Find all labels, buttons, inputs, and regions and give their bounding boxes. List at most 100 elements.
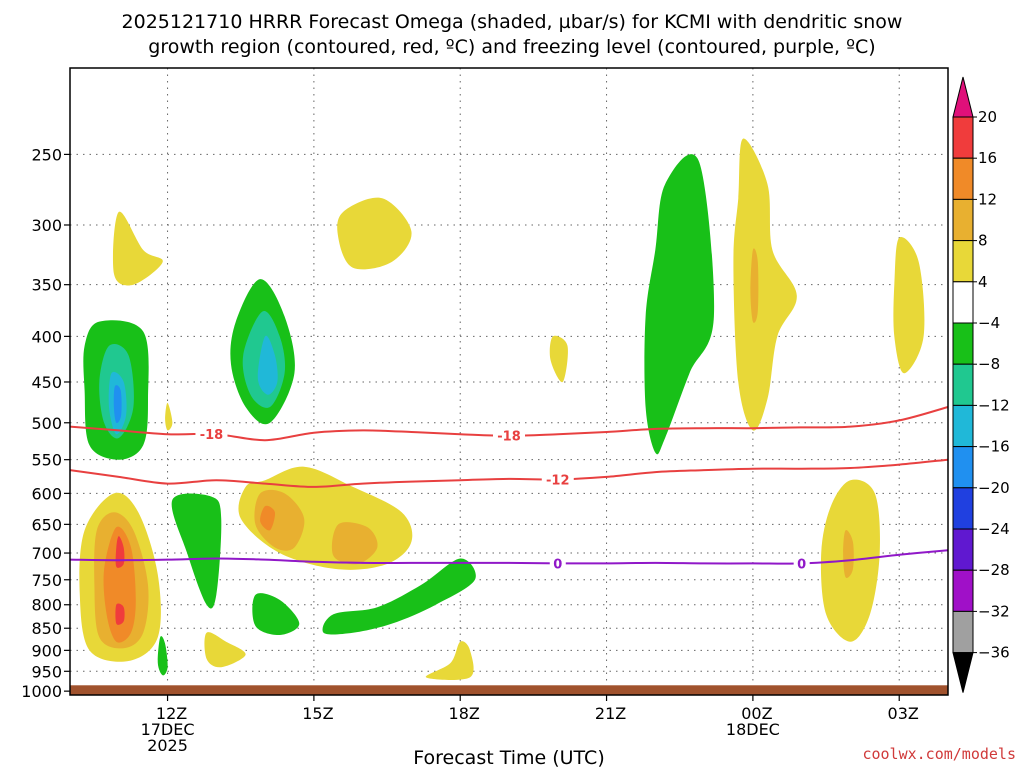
x-tick-date: 18DEC bbox=[726, 720, 780, 739]
x-tick-label: 03Z bbox=[888, 704, 919, 723]
omega-region-sinking-lobe-00z-upper-core bbox=[750, 248, 759, 323]
x-tick-label: 00Z bbox=[741, 704, 772, 723]
chart-title-line-2: growth region (contoured, red, ºC) and f… bbox=[148, 36, 875, 58]
colorbar-swatch bbox=[952, 528, 974, 571]
chart-title-line-1: 2025121710 HRRR Forecast Omega (shaded, … bbox=[122, 11, 903, 33]
omega-shading bbox=[79, 138, 925, 681]
x-tick-label: 15Z bbox=[302, 704, 333, 723]
y-tick-label: 600 bbox=[31, 484, 62, 503]
colorbar-bottom-arrow bbox=[952, 652, 974, 693]
colorbar-top-arrow bbox=[952, 76, 974, 118]
colorbar-swatch bbox=[952, 404, 974, 448]
y-tick-label: 850 bbox=[31, 619, 62, 638]
contour-label-bg bbox=[493, 427, 525, 444]
omega-region-rising-lobe-13z-low bbox=[171, 493, 222, 609]
x-tick-year: 2025 bbox=[147, 736, 188, 755]
credit-text: coolwx.com/models bbox=[862, 745, 1016, 763]
omega-region-sinking-lobe-16z-upper bbox=[337, 197, 412, 270]
colorbar-swatch bbox=[952, 569, 974, 612]
colorbar-label: −8 bbox=[978, 355, 1000, 373]
colorbar-label: −4 bbox=[978, 314, 1000, 332]
y-tick-label: 650 bbox=[31, 515, 62, 534]
colorbar-label: −32 bbox=[978, 602, 1010, 620]
y-axis-pressure-ticks: 250 300 350 400 450 500 550 600 650 700 750 800 850 9… bbox=[21, 145, 70, 701]
y-tick-label: 950 bbox=[31, 662, 62, 681]
omega-region-sinking-lobe-11z-upper bbox=[112, 211, 163, 286]
colorbar-swatch bbox=[952, 363, 974, 406]
colorbar-label: 4 bbox=[978, 273, 988, 291]
colorbar-swatch bbox=[952, 281, 974, 324]
y-tick-label: 250 bbox=[31, 145, 62, 164]
temperature-contours: -18 -18 -12 0 0 bbox=[69, 406, 949, 572]
omega-region-sinking-lobe-15z-mid-c bbox=[260, 505, 276, 531]
plot-background bbox=[70, 68, 948, 695]
y-tick-label: 750 bbox=[31, 571, 62, 590]
contour-label: -18 bbox=[200, 428, 224, 443]
colorbar-swatch bbox=[952, 157, 974, 200]
omega-region-sinking-lobe-15z-mid-b bbox=[331, 522, 378, 565]
y-tick-label: 300 bbox=[31, 216, 62, 235]
contour-label-bg bbox=[549, 555, 566, 572]
omega-region-sinking-lobe-00z-upper bbox=[733, 138, 797, 431]
omega-region-rising-lobe-17z-low bbox=[322, 558, 476, 635]
y-tick-label: 900 bbox=[31, 641, 62, 660]
colorbar-legend: 20 16 12 8 4 −4 −8 −12 −16 −20 −24 −28 −32 −36 bbox=[952, 76, 1010, 693]
contour-label-bg bbox=[195, 426, 228, 443]
contour-label: -18 bbox=[497, 430, 521, 445]
omega-region-sinking-lobe-02z-low-core bbox=[843, 529, 854, 578]
colorbar-swatch bbox=[952, 487, 974, 530]
colorbar-label: 16 bbox=[978, 149, 997, 167]
colorbar-label: −20 bbox=[978, 479, 1010, 497]
y-tick-label: 800 bbox=[31, 596, 62, 615]
contour-label: 0 bbox=[797, 557, 806, 572]
omega-region-sinking-lobe-18z-low bbox=[425, 641, 474, 681]
y-tick-label: 700 bbox=[31, 544, 62, 563]
y-tick-label: 550 bbox=[31, 451, 62, 470]
y-tick-label: 1000 bbox=[21, 682, 62, 701]
colorbar-swatch bbox=[952, 446, 974, 489]
contour-label-bg bbox=[541, 471, 574, 488]
y-tick-label: 350 bbox=[31, 276, 62, 295]
colorbar-label: 12 bbox=[978, 190, 997, 208]
contour-line bbox=[69, 458, 949, 488]
colorbar-label: −12 bbox=[978, 396, 1010, 414]
x-axis-label: Forecast Time (UTC) bbox=[413, 747, 604, 768]
omega-region-rising-lobe-14z-peak bbox=[257, 335, 278, 395]
colorbar-swatch bbox=[952, 322, 974, 365]
y-tick-label: 400 bbox=[31, 327, 62, 346]
omega-region-sinking-lobe-20z bbox=[549, 335, 568, 383]
omega-region-sinking-lobe-13z-low bbox=[204, 632, 246, 668]
y-tick-label: 450 bbox=[31, 373, 62, 392]
colorbar-label: −28 bbox=[978, 561, 1010, 579]
omega-region-rising-lobe-14z-low bbox=[252, 593, 300, 636]
colorbar-swatch bbox=[952, 610, 974, 654]
colorbar-label: −24 bbox=[978, 520, 1010, 538]
omega-region-rising-lobe-11z-max bbox=[113, 385, 122, 424]
colorbar-label: −16 bbox=[978, 438, 1010, 456]
colorbar-swatch bbox=[952, 198, 974, 242]
contour-label: -12 bbox=[546, 474, 570, 489]
colorbar-label: 20 bbox=[978, 108, 997, 126]
omega-region-sinking-lobe-15z-mid-a bbox=[254, 489, 305, 551]
x-tick-label: 12Z bbox=[156, 704, 187, 723]
contour-label: 0 bbox=[553, 557, 562, 572]
colorbar-swatch bbox=[952, 240, 974, 283]
colorbar-swatch bbox=[952, 116, 974, 159]
omega-region-sinking-lobe-11z-max-lower bbox=[115, 603, 125, 625]
omega-region-rising-lobe-23z bbox=[644, 154, 715, 455]
omega-region-sinking-lobe-12z-sliver bbox=[165, 402, 173, 431]
x-tick-label: 21Z bbox=[595, 704, 626, 723]
colorbar-label: −36 bbox=[978, 644, 1010, 662]
x-tick-date: 17DEC bbox=[141, 720, 195, 739]
x-tick-label: 18Z bbox=[449, 704, 480, 723]
colorbar-label: 8 bbox=[978, 232, 988, 250]
omega-region-sinking-lobe-11z-low-core bbox=[103, 526, 136, 643]
y-tick-label: 500 bbox=[31, 414, 62, 433]
terrain-surface bbox=[70, 685, 948, 695]
contour-label-bg bbox=[793, 555, 810, 572]
omega-region-rising-lobe-12z-tiny bbox=[157, 636, 168, 676]
omega-region-sinking-lobe-03z-upper bbox=[893, 236, 925, 374]
plot-area: -18 -18 -12 0 0 bbox=[69, 67, 949, 696]
